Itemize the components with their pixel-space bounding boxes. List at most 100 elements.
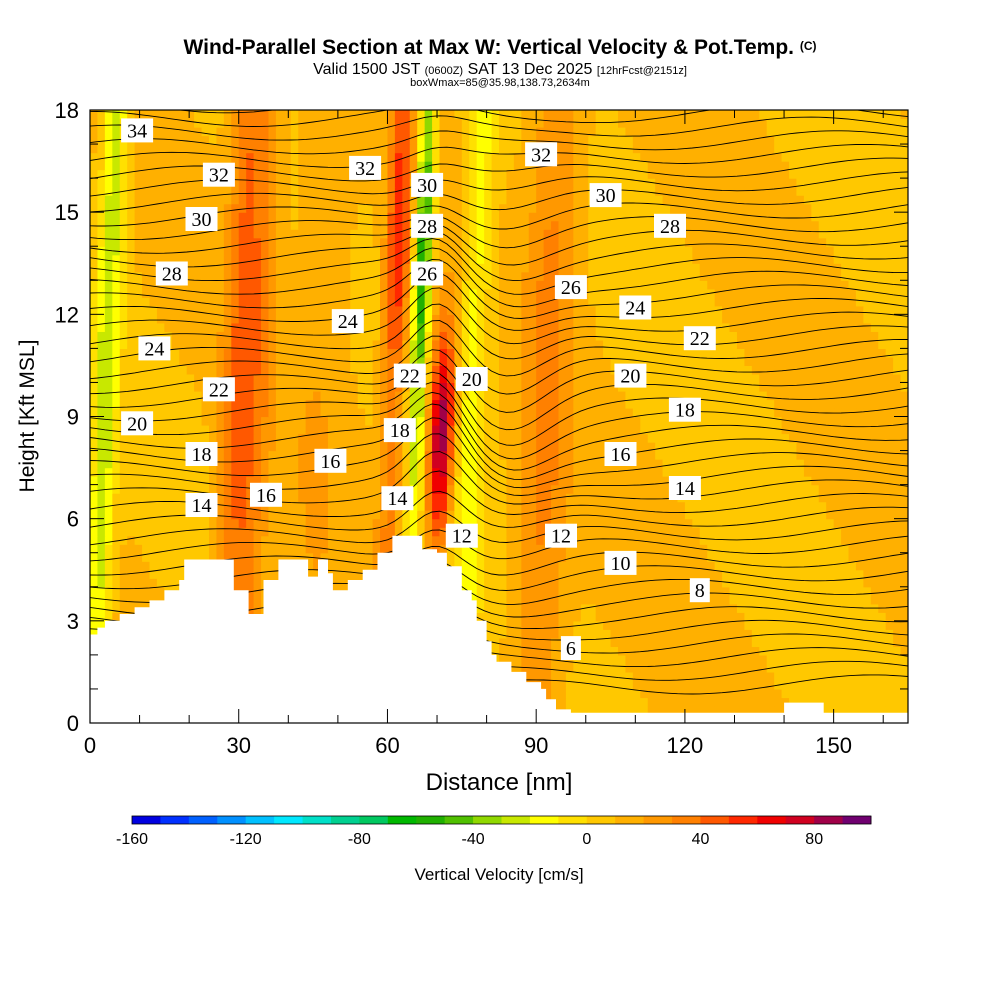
w-cell (729, 688, 738, 699)
w-cell (610, 654, 619, 664)
w-cell (127, 390, 136, 401)
w-cell (610, 467, 619, 477)
w-cell (171, 407, 180, 418)
w-cell (499, 501, 508, 511)
w-cell (104, 518, 113, 528)
w-cell (439, 399, 448, 409)
w-cell (766, 459, 775, 469)
w-cell (335, 407, 344, 418)
w-cell (736, 680, 745, 690)
w-cell (647, 620, 656, 630)
w-cell (751, 612, 760, 622)
w-cell (127, 399, 136, 409)
w-cell (513, 569, 522, 579)
w-cell (707, 493, 716, 503)
w-cell (90, 339, 99, 349)
w-cell (320, 433, 329, 443)
w-cell (179, 561, 188, 571)
w-cell (833, 544, 842, 554)
w-cell (275, 433, 284, 443)
w-cell (870, 688, 879, 699)
w-cell (789, 399, 798, 409)
w-cell (342, 510, 351, 520)
w-cell (573, 365, 582, 375)
w-cell (402, 518, 411, 528)
w-cell (885, 518, 894, 528)
w-cell (751, 425, 760, 435)
w-cell (298, 399, 307, 409)
w-cell (112, 603, 121, 613)
w-cell (551, 399, 560, 409)
w-cell (320, 476, 329, 486)
w-cell (238, 407, 247, 418)
w-cell (870, 595, 879, 605)
w-cell (365, 544, 374, 554)
w-cell (751, 646, 760, 656)
w-cell (736, 348, 745, 358)
w-cell (134, 476, 143, 486)
w-cell (246, 382, 255, 392)
w-cell (476, 527, 485, 537)
w-cell (885, 339, 894, 349)
w-cell (826, 629, 835, 639)
w-cell (640, 697, 649, 707)
w-cell (357, 331, 366, 341)
w-cell (246, 399, 255, 409)
w-cell (573, 390, 582, 401)
w-cell (499, 459, 508, 469)
w-cell (97, 493, 106, 503)
w-cell (342, 365, 351, 375)
w-cell (484, 459, 493, 469)
w-cell (893, 339, 902, 349)
w-cell (104, 348, 113, 358)
w-cell (357, 569, 366, 579)
w-cell (580, 671, 589, 682)
w-cell (774, 510, 783, 520)
w-cell (90, 544, 99, 554)
w-cell (893, 382, 902, 392)
w-cell (357, 390, 366, 401)
w-cell (365, 348, 374, 358)
w-cell (595, 399, 604, 409)
w-cell (707, 484, 716, 494)
w-cell (833, 527, 842, 537)
w-cell (156, 365, 165, 375)
w-cell (699, 348, 708, 358)
w-cell (491, 373, 500, 384)
w-cell (640, 654, 649, 664)
w-cell (476, 467, 485, 477)
w-cell (112, 595, 121, 605)
w-cell (536, 518, 545, 528)
w-cell (796, 620, 805, 630)
w-cell (848, 637, 857, 647)
w-cell (617, 518, 627, 528)
w-cell (774, 671, 783, 682)
w-cell (149, 390, 158, 401)
w-cell (803, 552, 812, 562)
w-cell (759, 433, 768, 443)
w-cell (818, 373, 827, 384)
w-cell (699, 544, 708, 554)
w-cell (283, 356, 292, 367)
w-cell (662, 433, 671, 443)
w-cell (870, 348, 879, 358)
w-cell (811, 373, 820, 384)
w-cell (305, 501, 314, 511)
w-cell (796, 663, 805, 673)
w-cell (528, 348, 537, 358)
w-cell (461, 459, 470, 469)
w-cell (350, 476, 359, 486)
w-cell (707, 552, 716, 562)
w-cell (134, 586, 143, 596)
w-cell (603, 544, 612, 554)
w-cell (350, 518, 359, 528)
w-cell (677, 705, 686, 716)
w-cell (677, 637, 686, 647)
w-cell (424, 416, 433, 426)
w-cell (476, 399, 485, 409)
w-cell (885, 646, 894, 656)
w-cell (97, 561, 106, 571)
w-cell (811, 348, 820, 358)
w-cell (736, 535, 745, 545)
w-cell (112, 459, 121, 469)
